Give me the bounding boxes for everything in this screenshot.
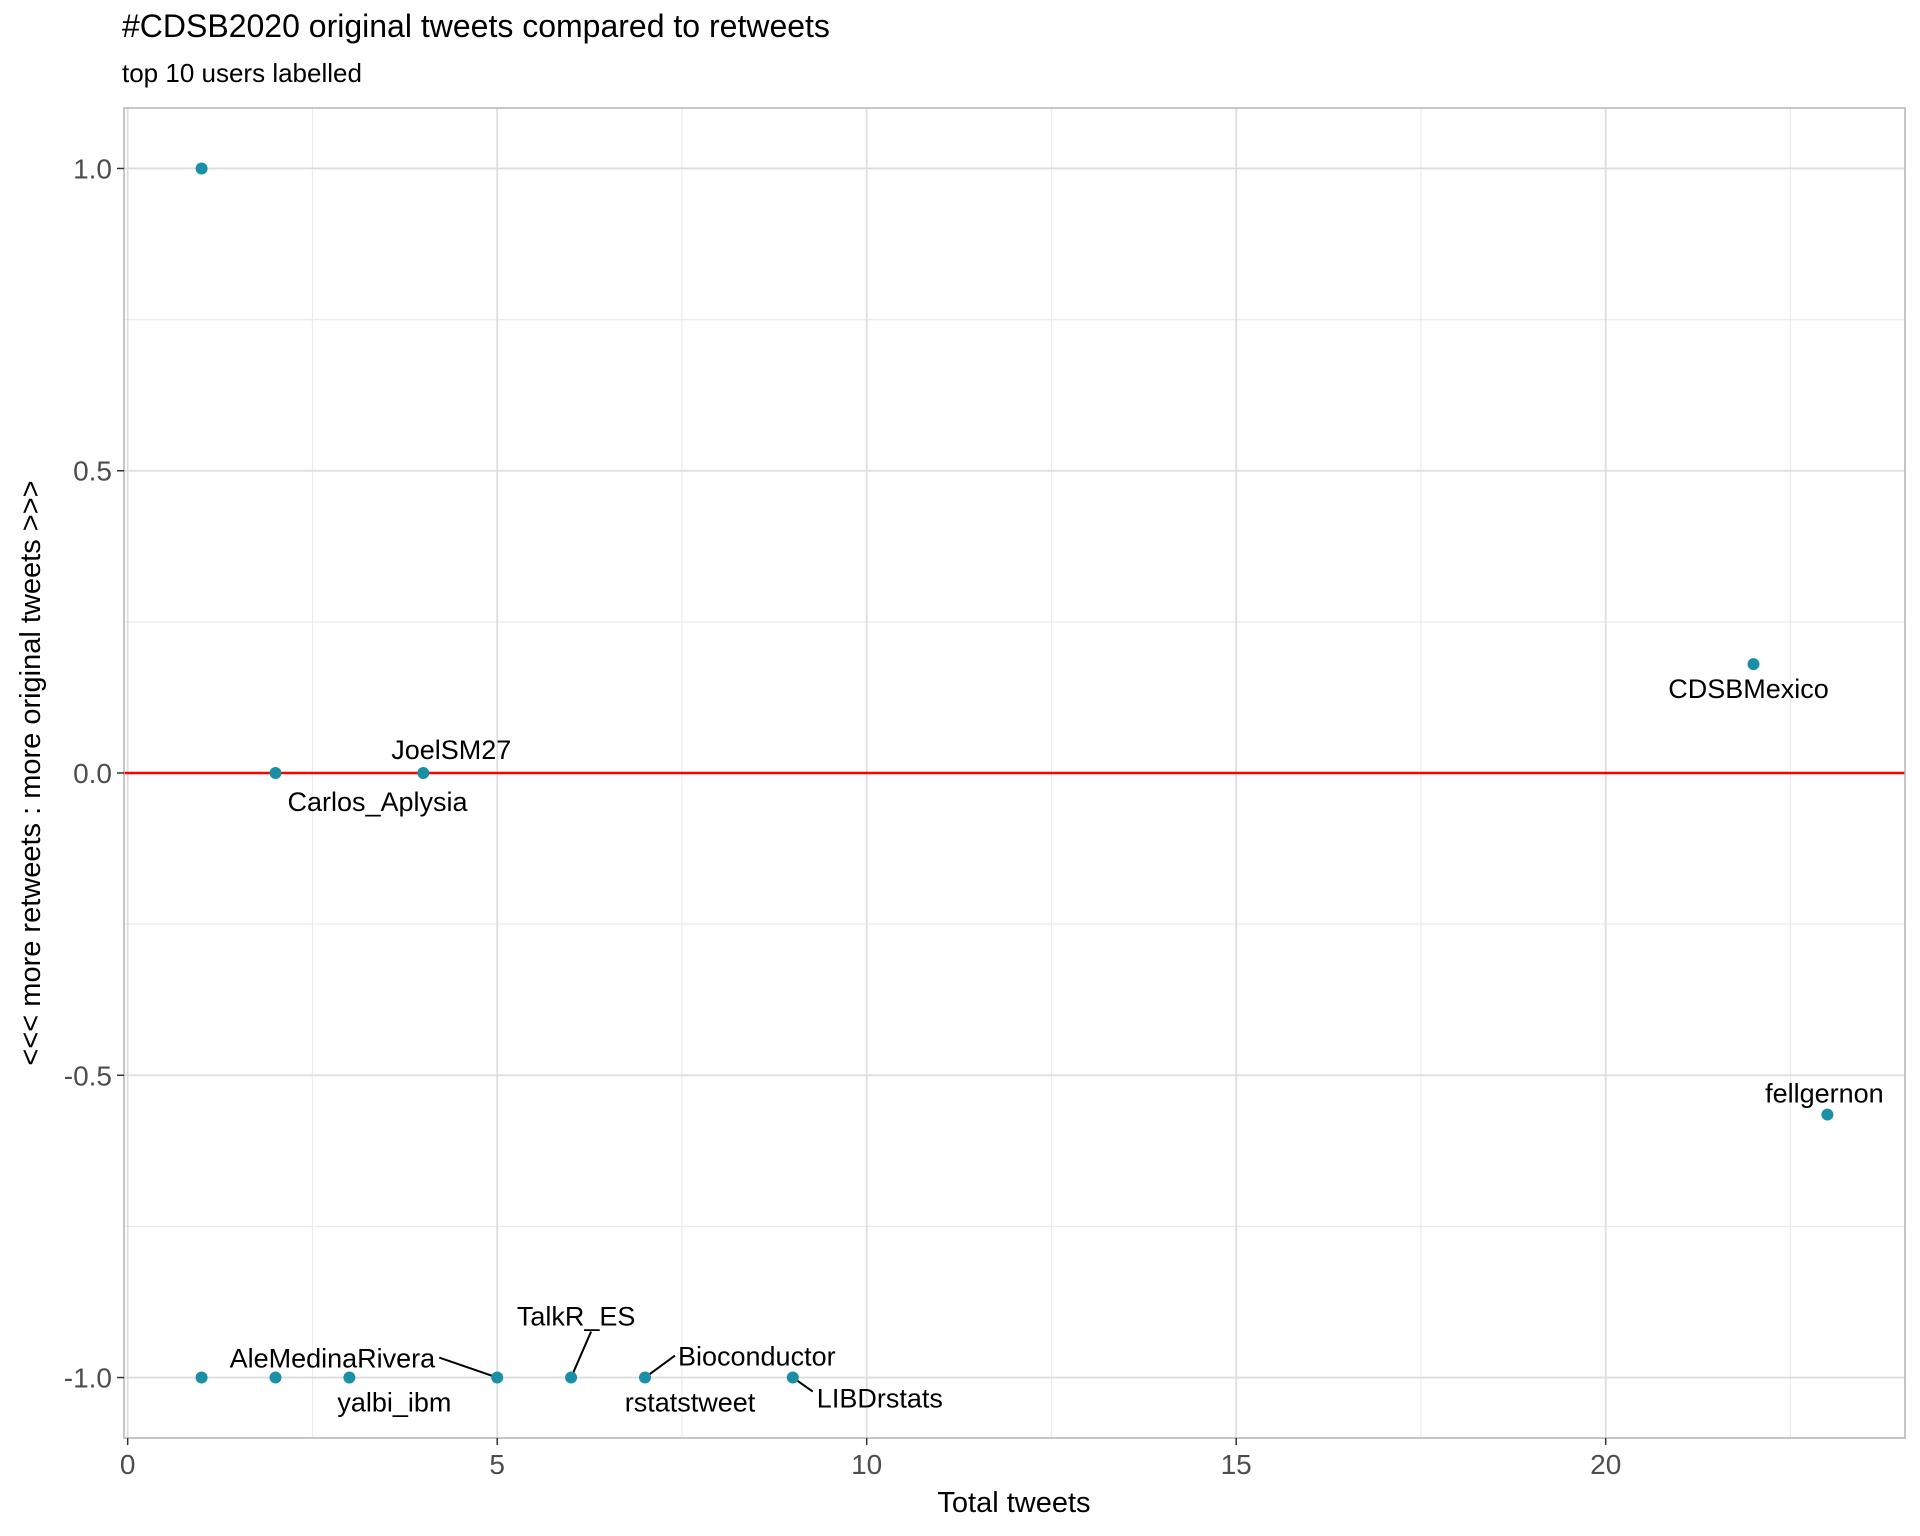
point-label: TalkR_ES <box>517 1302 636 1332</box>
point-label: rstatstweet <box>625 1388 756 1418</box>
point-label: Carlos_Aplysia <box>287 787 468 817</box>
point-label: fellgernon <box>1765 1079 1884 1109</box>
x-axis-ticks: 0 5 10 15 20 <box>120 1438 1621 1480</box>
point-label: JoelSM27 <box>391 735 511 765</box>
data-point <box>1821 1108 1834 1121</box>
data-point <box>565 1371 578 1384</box>
y-tick-label: 1.0 <box>73 153 112 184</box>
x-tick-label: 0 <box>120 1449 136 1480</box>
data-point <box>786 1371 799 1384</box>
data-point <box>491 1371 504 1384</box>
y-axis-title: <<< more retweets : more original tweets… <box>15 480 47 1065</box>
y-tick-label: -1.0 <box>64 1363 112 1394</box>
x-tick-label: 15 <box>1221 1449 1252 1480</box>
data-point <box>343 1371 356 1384</box>
data-point <box>195 1371 208 1384</box>
label-leader-line <box>644 1354 676 1379</box>
x-tick-label: 20 <box>1590 1449 1621 1480</box>
x-tick-label: 5 <box>489 1449 505 1480</box>
data-points <box>195 162 1834 1384</box>
chart-subtitle: top 10 users labelled <box>122 58 362 88</box>
point-label: AleMedinaRivera <box>230 1344 437 1374</box>
data-point <box>195 162 208 175</box>
chart-title: #CDSB2020 original tweets compared to re… <box>122 8 830 44</box>
point-labels: Carlos_Aplysia JoelSM27 yalbi_ibm AleMedina… <box>230 674 1884 1417</box>
label-leader-line <box>570 1331 593 1378</box>
y-axis-ticks: 1.0 0.5 0.0 -0.5 -1.0 <box>64 153 124 1394</box>
point-label: yalbi_ibm <box>337 1388 451 1418</box>
y-tick-label: 0.0 <box>73 758 112 789</box>
label-leader-lines <box>438 1331 814 1393</box>
y-tick-label: 0.5 <box>73 456 112 487</box>
data-point <box>269 767 282 779</box>
x-axis-title: Total tweets <box>937 1487 1090 1519</box>
data-point <box>638 1371 651 1384</box>
label-leader-line <box>438 1356 498 1379</box>
data-point <box>417 767 430 779</box>
point-label: Bioconductor <box>678 1342 836 1372</box>
y-tick-label: -0.5 <box>64 1060 112 1091</box>
data-point <box>269 1371 282 1384</box>
point-label: LIBDrstats <box>817 1384 943 1414</box>
x-tick-label: 10 <box>851 1449 882 1480</box>
data-point <box>1747 658 1760 671</box>
point-label: CDSBMexico <box>1668 674 1829 704</box>
